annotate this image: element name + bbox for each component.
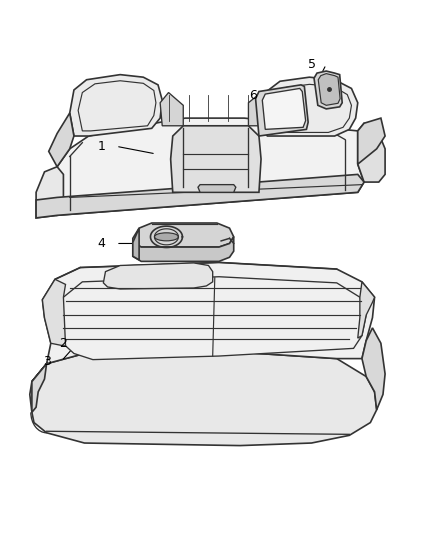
Text: 4: 4: [97, 237, 105, 250]
Polygon shape: [133, 237, 234, 261]
Polygon shape: [36, 174, 364, 218]
Polygon shape: [198, 184, 236, 192]
Text: 2: 2: [60, 337, 67, 350]
Polygon shape: [160, 93, 183, 126]
Polygon shape: [358, 282, 374, 338]
Polygon shape: [42, 279, 66, 346]
Polygon shape: [32, 262, 374, 382]
Text: 6: 6: [249, 88, 257, 102]
Polygon shape: [59, 277, 366, 360]
Polygon shape: [30, 351, 377, 446]
Polygon shape: [362, 328, 385, 410]
Polygon shape: [171, 126, 261, 192]
Polygon shape: [259, 77, 358, 136]
Polygon shape: [49, 113, 74, 167]
Polygon shape: [36, 167, 64, 218]
Polygon shape: [262, 88, 306, 130]
Text: 3: 3: [42, 354, 50, 368]
Polygon shape: [358, 123, 385, 182]
Ellipse shape: [155, 233, 178, 241]
Text: 1: 1: [97, 140, 105, 153]
Polygon shape: [248, 93, 269, 126]
Polygon shape: [318, 74, 340, 106]
Polygon shape: [32, 364, 46, 413]
Text: 5: 5: [307, 58, 315, 71]
Polygon shape: [358, 118, 385, 164]
Polygon shape: [103, 263, 213, 289]
Polygon shape: [133, 223, 234, 247]
Polygon shape: [133, 228, 139, 260]
Polygon shape: [314, 71, 342, 109]
Polygon shape: [57, 118, 364, 215]
Polygon shape: [256, 85, 308, 136]
Polygon shape: [70, 75, 162, 136]
